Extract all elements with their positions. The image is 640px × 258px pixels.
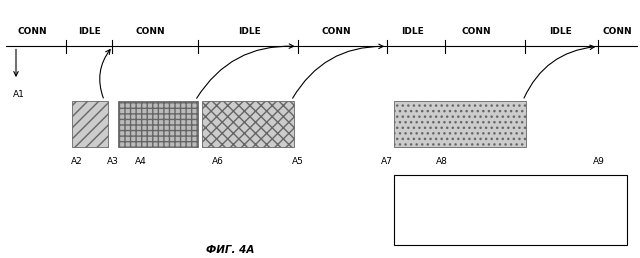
- Text: CONN: CONN: [403, 189, 433, 198]
- Text: CONN: CONN: [603, 27, 632, 36]
- Text: CONN: CONN: [136, 27, 165, 36]
- Bar: [72, 101, 108, 147]
- Text: IDLE: IDLE: [401, 27, 424, 36]
- Text: IDLE: IDLE: [238, 27, 261, 36]
- Text: A3: A3: [107, 157, 118, 166]
- Text: A7: A7: [381, 157, 393, 166]
- Bar: [118, 101, 198, 147]
- Text: CONN: CONN: [321, 27, 351, 36]
- Text: A6: A6: [212, 157, 223, 166]
- Bar: [394, 101, 526, 147]
- Text: ФИГ. 4А: ФИГ. 4А: [206, 245, 255, 255]
- Text: IDLE: IDLE: [403, 217, 426, 226]
- Text: A8: A8: [436, 157, 447, 166]
- Text: IDLE: IDLE: [78, 27, 101, 36]
- FancyBboxPatch shape: [394, 175, 627, 245]
- Text: IDLE: IDLE: [548, 27, 572, 36]
- Text: A1: A1: [13, 90, 25, 99]
- Text: ПОДКЛЮЧЕННЫЙ РЕЖИМ: ПОДКЛЮЧЕННЫЙ РЕЖИМ: [438, 188, 576, 199]
- Text: A9: A9: [593, 157, 604, 166]
- Text: CONN: CONN: [462, 27, 492, 36]
- Text: РЕЖИМ ОЖИДАНИЯ: РЕЖИМ ОЖИДАНИЯ: [438, 217, 545, 226]
- Text: CONN: CONN: [17, 27, 47, 36]
- Text: A4: A4: [135, 157, 147, 166]
- Text: A5: A5: [292, 157, 303, 166]
- Text: A2: A2: [71, 157, 83, 166]
- Bar: [202, 101, 294, 147]
